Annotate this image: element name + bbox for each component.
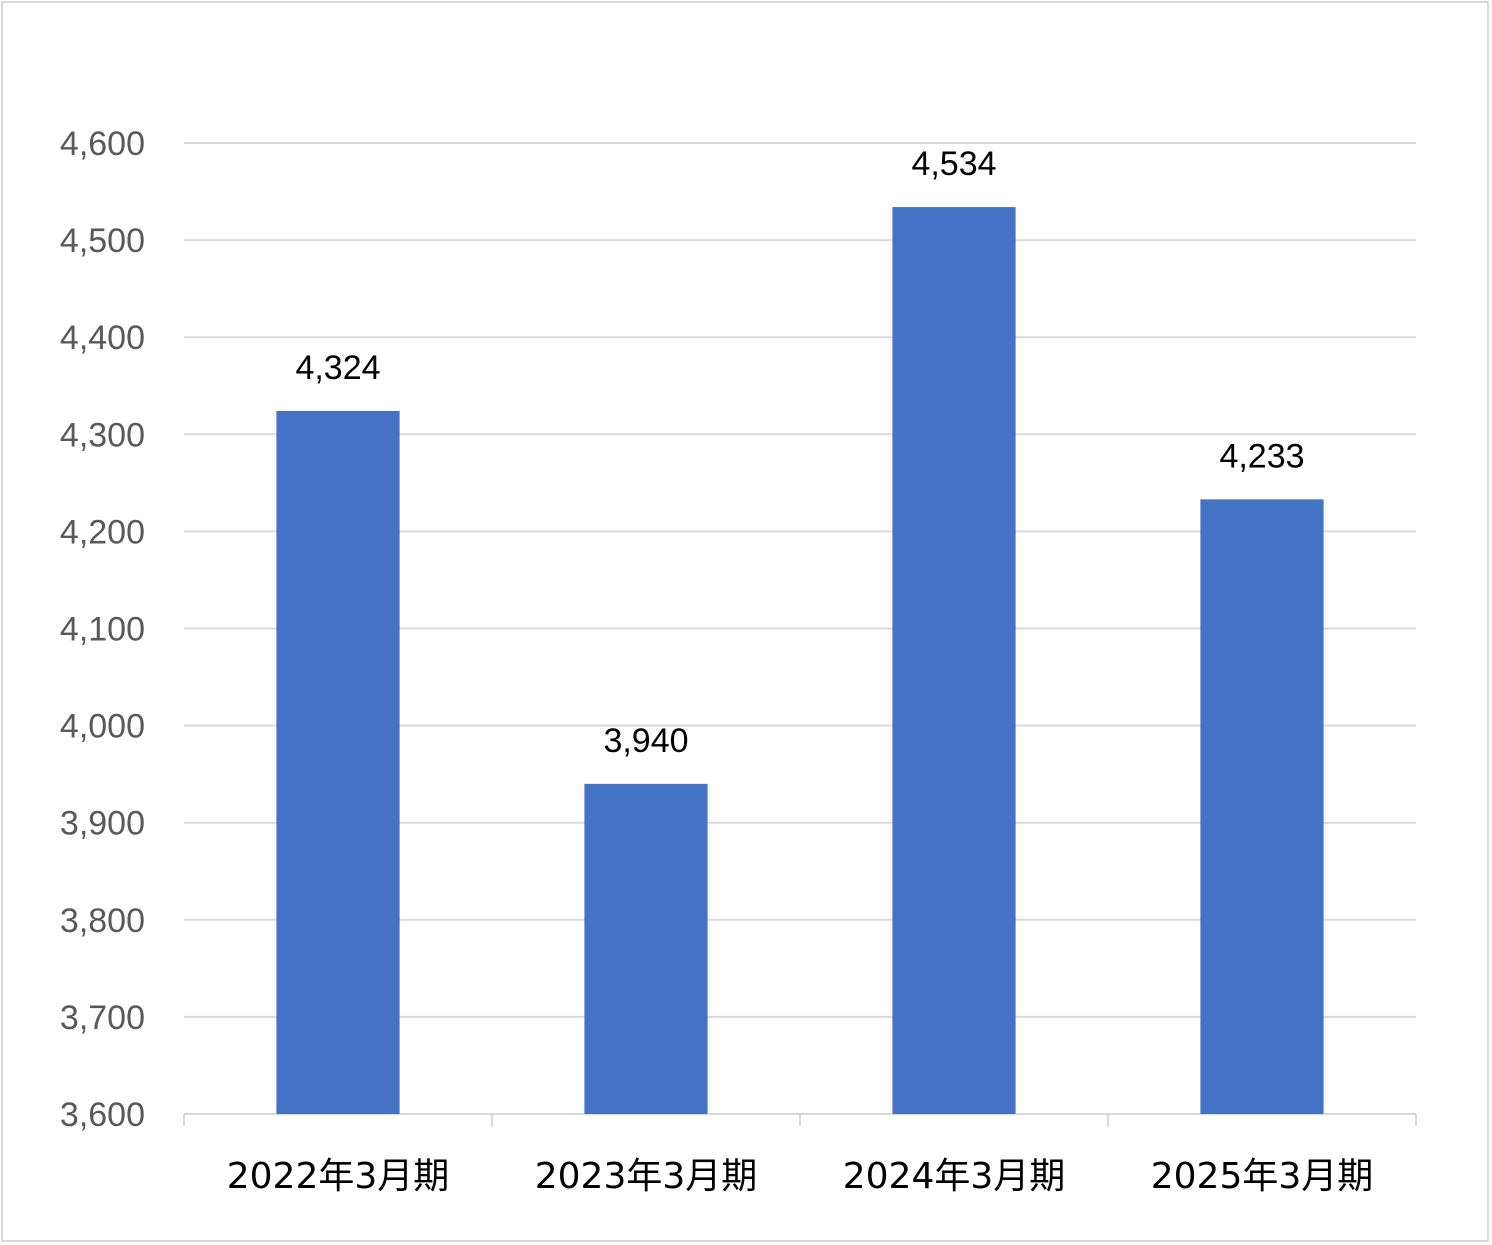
data-label: 4,324 bbox=[295, 349, 380, 387]
y-tick-label: 3,600 bbox=[60, 1096, 145, 1134]
x-axis-ticks: 2022年3月期 2023年3月期 2024年3月期 2025年3月期 bbox=[227, 1156, 1374, 1197]
y-tick-label: 4,400 bbox=[60, 319, 145, 357]
bars bbox=[276, 207, 1324, 1115]
data-label: 4,233 bbox=[1219, 437, 1304, 475]
data-label: 3,940 bbox=[603, 722, 688, 760]
data-label: 4,534 bbox=[911, 145, 996, 183]
bar bbox=[1200, 499, 1324, 1114]
bar bbox=[584, 783, 708, 1114]
y-tick-label: 4,100 bbox=[60, 611, 145, 649]
y-tick-label: 3,900 bbox=[60, 805, 145, 843]
y-axis-ticks: 3,600 3,700 3,800 3,900 4,000 4,100 4,200 4,300… bbox=[60, 125, 145, 1134]
y-tick-label: 4,500 bbox=[60, 222, 145, 260]
y-tick-label: 4,200 bbox=[60, 513, 145, 551]
x-tick-label: 2024年3月期 bbox=[843, 1156, 1066, 1197]
y-tick-label: 3,700 bbox=[60, 999, 145, 1037]
y-tick-label: 3,800 bbox=[60, 902, 145, 940]
y-tick-label: 4,000 bbox=[60, 708, 145, 746]
x-axis bbox=[183, 1113, 1417, 1126]
x-tick-label: 2025年3月期 bbox=[1151, 1156, 1374, 1197]
y-tick-label: 4,300 bbox=[60, 416, 145, 454]
x-tick-label: 2022年3月期 bbox=[227, 1156, 450, 1197]
bar bbox=[276, 410, 400, 1115]
data-labels: 4,324 3,940 4,534 4,233 bbox=[295, 145, 1304, 760]
y-tick-label: 4,600 bbox=[60, 125, 145, 163]
bar bbox=[892, 207, 1016, 1114]
x-tick-label: 2023年3月期 bbox=[535, 1156, 758, 1197]
